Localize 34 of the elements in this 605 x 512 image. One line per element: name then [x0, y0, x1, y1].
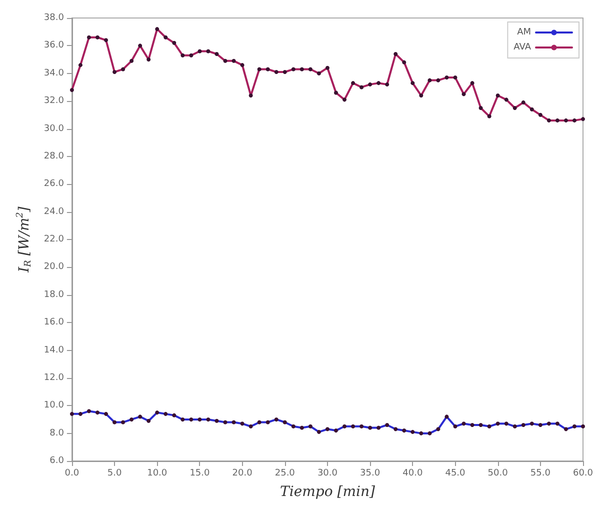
x-tick-label: 25.0 [274, 468, 296, 478]
y-tick-label: 10.0 [44, 400, 64, 411]
y-tick-label: 24.0 [44, 206, 64, 217]
y-tick-label: 28.0 [44, 151, 64, 162]
y-tick-label: 16.0 [44, 318, 64, 328]
x-tick-label: 0.0 [64, 468, 80, 478]
x-tick-label: 35.0 [360, 468, 380, 478]
y-tick-label: 34.0 [44, 68, 64, 78]
legend-label: AM [517, 28, 531, 38]
x-axis-title: Tiempo [min] [280, 484, 376, 500]
x-tick-label: 10.0 [147, 468, 168, 478]
y-tick-label: 8.0 [50, 428, 64, 438]
y-tick-label: 30.0 [44, 124, 64, 134]
x-tick-label: 50.0 [488, 468, 508, 478]
y-tick-label: 20.0 [44, 262, 64, 272]
y-tick-label: 38.0 [44, 13, 64, 23]
y-axis-title: IR [W/m2] [16, 206, 34, 274]
y-tick-label: 12.0 [44, 372, 64, 383]
x-tick-label: 20.0 [232, 468, 253, 478]
y-tick-label: 26.0 [44, 179, 64, 190]
y-tick-label: 6.0 [50, 456, 64, 466]
y-tick-label: 36.0 [44, 40, 64, 51]
y-tick-label: 22.0 [44, 234, 64, 244]
x-tick-label: 15.0 [190, 468, 210, 478]
y-tick-label: 14.0 [44, 345, 64, 356]
x-tick-label: 40.0 [402, 468, 423, 478]
y-tick-label: 32.0 [44, 96, 64, 106]
x-tick-label: 55.0 [530, 468, 551, 478]
legend-label: AVA [514, 42, 532, 52]
x-tick-label: 45.0 [445, 468, 466, 478]
x-tick-label: 5.0 [107, 468, 122, 478]
y-tick-label: 18.0 [44, 290, 64, 300]
x-tick-label: 30.0 [317, 468, 338, 478]
x-tick-label: 60.0 [572, 468, 594, 478]
